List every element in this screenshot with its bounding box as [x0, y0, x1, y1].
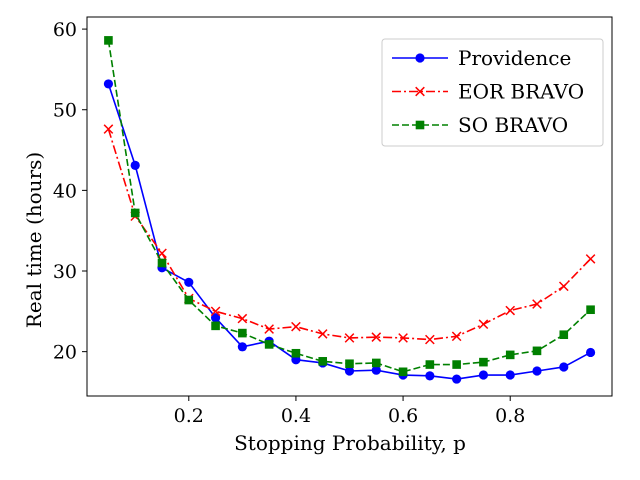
legend-label-eor-bravo: EOR BRAVO	[458, 80, 584, 104]
data-point-so-bravo	[559, 330, 569, 340]
data-point-so-bravo	[104, 36, 113, 45]
data-point-so-bravo	[371, 358, 381, 368]
y-tick-label: 30	[53, 261, 77, 283]
data-point-eor-bravo	[558, 281, 569, 292]
data-point-eor-bravo	[425, 334, 435, 345]
data-point-eor-bravo	[317, 329, 328, 339]
data-point-eor-bravo	[451, 331, 462, 342]
data-point-eor-bravo	[344, 333, 355, 343]
legend-marker-providence	[415, 53, 425, 63]
data-point-eor-bravo	[532, 299, 542, 309]
legend-label-so-bravo: SO BRAVO	[458, 113, 568, 137]
series-so-bravo	[104, 36, 595, 377]
y-tick-label: 50	[53, 100, 77, 122]
data-point-eor-bravo	[264, 324, 274, 334]
data-point-providence	[559, 362, 569, 372]
data-point-providence	[585, 347, 596, 358]
data-point-eor-bravo	[371, 332, 382, 342]
legend-item-providence: Providence	[392, 46, 571, 70]
data-point-providence	[130, 160, 140, 170]
data-point-so-bravo	[318, 357, 328, 366]
data-point-providence	[184, 277, 194, 287]
series-line-eor-bravo	[107, 128, 592, 341]
data-point-so-bravo	[211, 321, 220, 331]
legend-marker-so-bravo	[415, 120, 425, 130]
legend-box	[381, 38, 604, 147]
legend-item-so-bravo: SO BRAVO	[392, 113, 568, 137]
x-tick-label: 0.6	[388, 405, 418, 427]
data-point-providence	[478, 370, 489, 380]
data-point-eor-bravo	[291, 321, 301, 332]
data-point-providence	[103, 79, 114, 89]
data-point-eor-bravo	[237, 313, 248, 324]
x-tick-label: 0.8	[495, 405, 525, 427]
legend-label-providence: Providence	[458, 46, 571, 70]
plot-area	[103, 36, 596, 384]
x-tick-label: 0.4	[281, 405, 311, 427]
x-tick-label: 0.2	[174, 405, 204, 427]
series-eor-bravo	[103, 124, 596, 345]
data-point-providence	[505, 370, 515, 380]
data-point-so-bravo	[157, 258, 167, 268]
data-point-so-bravo	[586, 305, 595, 315]
data-point-so-bravo	[238, 328, 247, 338]
data-point-providence	[237, 342, 247, 352]
data-point-providence	[371, 365, 381, 375]
legend-item-eor-bravo: EOR BRAVO	[392, 80, 584, 104]
data-point-so-bravo	[291, 348, 301, 358]
y-axis-title: Real time (hours)	[22, 152, 46, 328]
data-point-so-bravo	[264, 340, 274, 349]
data-point-so-bravo	[398, 367, 408, 377]
axes: 0.2 0.4 0.6 0.8 20 30 40 50 60	[53, 16, 613, 427]
legend: Providence EOR BRAVO SO BRAVO	[381, 38, 604, 147]
data-point-so-bravo	[532, 346, 542, 356]
data-point-eor-bravo	[103, 124, 114, 134]
data-point-eor-bravo	[210, 306, 221, 317]
y-tick-label: 60	[53, 19, 77, 41]
data-point-so-bravo	[184, 295, 194, 305]
data-point-eor-bravo	[478, 319, 489, 330]
y-tick-label: 20	[53, 342, 77, 364]
data-point-providence	[532, 366, 542, 376]
data-point-so-bravo	[130, 208, 140, 218]
data-point-providence	[210, 313, 221, 323]
data-point-so-bravo	[425, 360, 435, 369]
data-point-providence	[452, 374, 462, 384]
data-point-so-bravo	[479, 357, 488, 367]
data-point-providence	[425, 371, 435, 381]
data-point-eor-bravo	[398, 333, 408, 343]
data-point-providence	[344, 366, 355, 376]
data-point-so-bravo	[452, 360, 461, 369]
data-point-eor-bravo	[585, 254, 596, 264]
x-axis-title: Stopping Probability, p	[234, 431, 466, 455]
plot-frame	[86, 16, 613, 397]
data-point-so-bravo	[345, 359, 354, 369]
data-point-eor-bravo	[505, 305, 516, 316]
y-tick-label: 40	[53, 180, 77, 202]
data-point-so-bravo	[505, 350, 515, 360]
legend-marker-eor-bravo	[415, 86, 425, 97]
